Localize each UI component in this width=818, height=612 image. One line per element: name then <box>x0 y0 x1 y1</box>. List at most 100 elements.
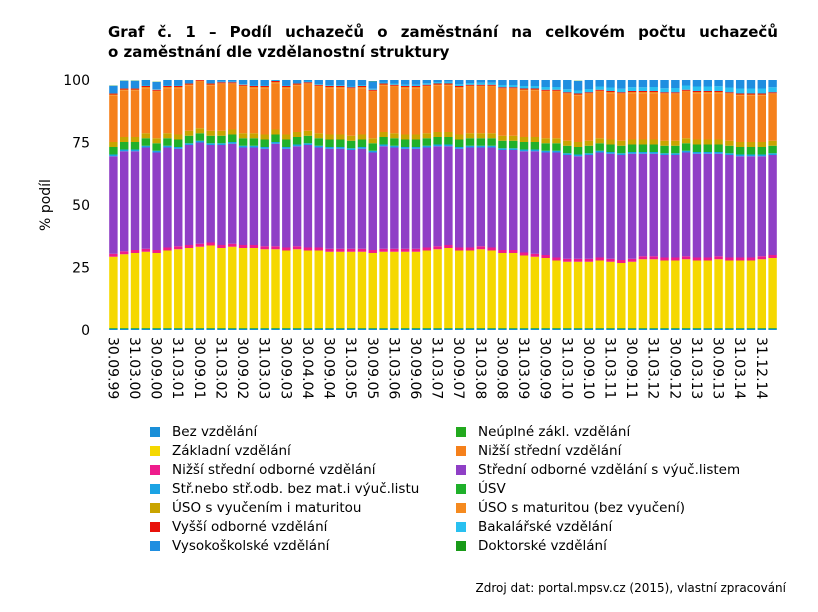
bar-segment <box>573 94 583 96</box>
legend-item: Nižší střední odborné vzdělání <box>150 460 375 479</box>
bar-segment <box>725 145 734 154</box>
bar-segment <box>152 250 161 253</box>
bar-segment <box>595 86 604 90</box>
bar-segment <box>735 260 745 328</box>
bar-segment <box>141 133 151 139</box>
bar-segment <box>465 247 475 251</box>
bar-segment <box>681 89 691 91</box>
x-tick-label: 31.03.03 <box>256 337 272 399</box>
x-tick-label: 31.03.01 <box>169 337 185 399</box>
bar-segment <box>271 328 280 330</box>
bar-segment <box>573 154 583 157</box>
bar-segment <box>152 150 161 153</box>
bar-segment <box>455 147 464 149</box>
bar-segment <box>217 245 226 248</box>
bar-segment <box>195 243 205 247</box>
bar-segment <box>195 328 205 329</box>
bar-segment <box>206 84 215 86</box>
bar-segment <box>638 87 648 91</box>
bar-segment <box>735 328 745 330</box>
bar-segment <box>692 91 702 92</box>
bar-segment <box>617 80 626 89</box>
bar-segment <box>217 130 226 136</box>
bar-segment <box>433 82 442 84</box>
bar-segment <box>282 134 291 140</box>
x-tick-label: 31.03.00 <box>126 337 142 399</box>
bar-segment <box>271 249 280 328</box>
bar-segment <box>152 328 161 329</box>
bar-segment <box>671 153 680 155</box>
bar-segment <box>541 92 550 139</box>
legend-label: Vyšší odborné vzdělání <box>172 518 328 535</box>
bar-segment <box>627 92 637 94</box>
bar-segment <box>433 85 442 132</box>
bar-segment <box>606 153 615 259</box>
bar-segment <box>638 92 648 94</box>
x-tick-label: 30.09.01 <box>191 337 207 399</box>
bar-segment <box>573 95 583 142</box>
bar-segment <box>530 151 540 254</box>
bar-segment <box>379 328 388 329</box>
bar-segment <box>260 87 269 89</box>
bar-segment <box>217 81 226 83</box>
bar-segment <box>411 139 421 147</box>
bar-segment <box>465 147 475 248</box>
bar-segment <box>174 80 183 86</box>
legend-swatch <box>456 540 466 551</box>
bar-segment <box>130 328 140 329</box>
bar-segment <box>282 80 291 86</box>
bar-segment <box>671 328 680 329</box>
bar-segment <box>552 328 561 330</box>
bar-segment <box>433 146 442 247</box>
bar-segment <box>120 88 129 90</box>
bar-segment <box>411 248 421 252</box>
bar-segment <box>249 328 259 330</box>
legend-label: ÚSV <box>478 480 506 497</box>
bar-segment <box>692 80 702 87</box>
bar-segment <box>692 86 702 91</box>
bar-segment <box>638 328 648 329</box>
bar-segment <box>357 139 367 147</box>
bar-segment <box>271 81 280 82</box>
bar-segment <box>325 134 334 140</box>
bar-segment <box>141 328 151 329</box>
bar-segment <box>249 248 259 328</box>
x-tick-label: 30.09.00 <box>148 337 164 399</box>
bar-segment <box>725 80 734 88</box>
bar-segment <box>692 144 702 152</box>
bar-segment <box>357 328 367 330</box>
bar-segment <box>563 145 572 154</box>
bar-segment <box>314 85 323 87</box>
bar-segment <box>519 142 529 150</box>
bar-segment <box>660 155 669 258</box>
x-tick-label: 30.09.08 <box>493 337 509 399</box>
bar-segment <box>357 85 367 86</box>
bar-segment <box>303 81 313 83</box>
bar-segment <box>368 150 377 153</box>
bar-segment <box>379 83 388 85</box>
bar-segment <box>746 88 756 94</box>
bar-segment <box>249 86 259 87</box>
bar-segment <box>217 143 226 145</box>
bar-segment <box>714 93 723 140</box>
bar-segment <box>757 142 767 147</box>
bar-segment <box>174 246 183 250</box>
bar-segment <box>509 328 518 330</box>
legend-label: Bez vzdělání <box>172 423 258 440</box>
bar-segment <box>509 253 518 328</box>
bar-segment <box>282 139 291 147</box>
bar-segment <box>130 149 140 152</box>
bar-segment <box>422 328 432 329</box>
bar-segment <box>509 328 518 329</box>
bar-segment <box>325 328 334 329</box>
bar-segment <box>476 328 486 330</box>
bar-segment <box>617 94 626 141</box>
bar-segment <box>552 90 561 92</box>
bar-segment <box>498 88 507 90</box>
bar-segment <box>487 328 496 329</box>
bar-segment <box>379 132 388 137</box>
bar-segment <box>314 84 323 85</box>
bar-segment <box>400 86 410 87</box>
bar-segment <box>184 83 194 84</box>
bar-segment <box>411 86 421 87</box>
